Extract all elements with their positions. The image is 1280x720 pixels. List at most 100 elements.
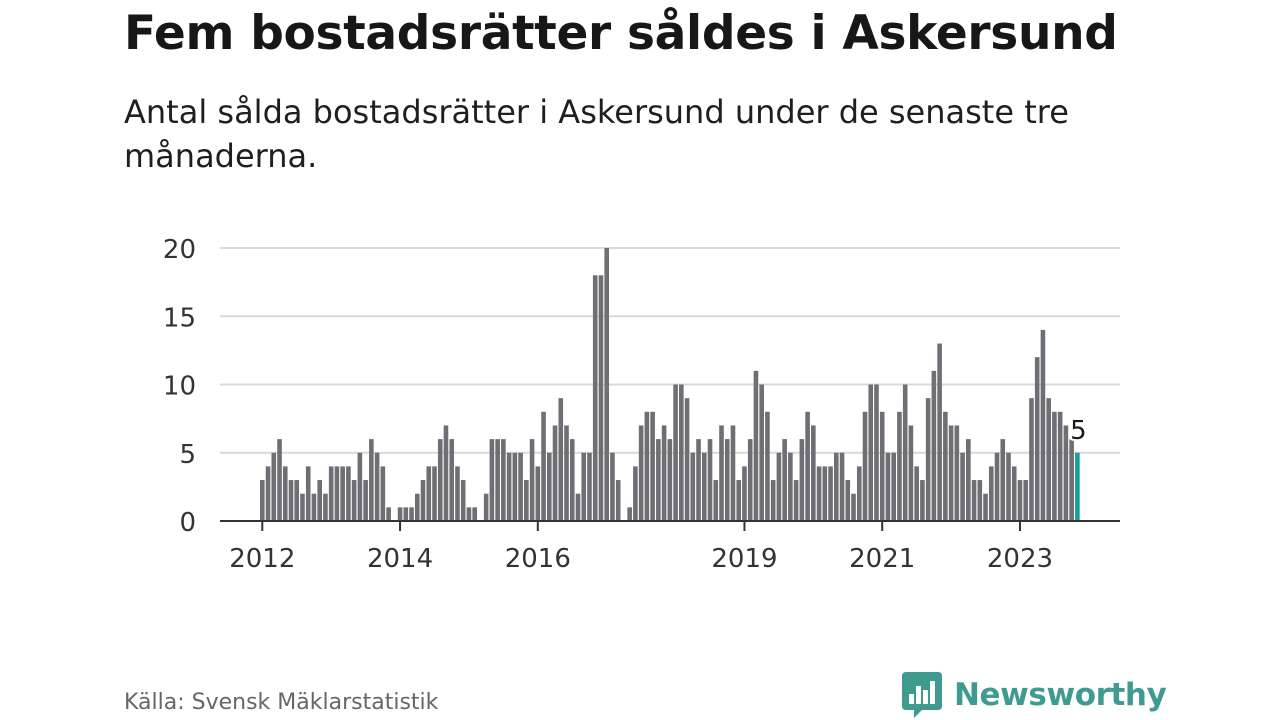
newsworthy-logo: Newsworthy (902, 672, 1167, 718)
bar (713, 480, 719, 521)
bar (701, 452, 707, 521)
bar (874, 384, 879, 521)
y-tick-label: 5 (179, 440, 196, 470)
bar (311, 493, 317, 521)
bar (966, 439, 971, 521)
bar (902, 384, 908, 521)
bar (1046, 398, 1051, 521)
bar (541, 411, 546, 521)
bar (397, 507, 403, 521)
bar (690, 452, 696, 521)
bar (328, 466, 334, 521)
bar (736, 480, 742, 521)
bar (811, 425, 816, 521)
bar (856, 466, 862, 521)
bar (644, 411, 650, 521)
bar (271, 452, 277, 521)
bar (277, 439, 282, 521)
bar (816, 466, 822, 521)
bar (564, 425, 569, 521)
bar (747, 439, 753, 521)
bar (868, 384, 874, 521)
bar (323, 493, 328, 521)
bar (265, 466, 271, 521)
bar (759, 384, 764, 521)
bar (524, 480, 529, 521)
bar (891, 452, 896, 521)
bar (920, 480, 925, 521)
bar (610, 452, 615, 521)
chart-title: Fem bostadsrätter såldes i Askersund (124, 6, 1118, 61)
bar (575, 493, 581, 521)
bar (581, 452, 587, 521)
bar (862, 411, 868, 521)
bar (1069, 439, 1074, 521)
bar (598, 275, 604, 521)
bar (535, 466, 541, 521)
bar (260, 480, 265, 521)
bar (357, 452, 363, 521)
bar (1023, 480, 1029, 521)
bar (782, 439, 787, 521)
y-tick-label: 20 (163, 235, 196, 265)
bar (805, 411, 810, 521)
bar (724, 439, 730, 521)
bar (971, 480, 977, 521)
bar (432, 466, 437, 521)
x-tick-label: 2021 (849, 544, 915, 574)
x-tick-label: 2014 (367, 544, 433, 574)
bar (908, 425, 914, 521)
bar (529, 439, 535, 521)
bar (420, 480, 426, 521)
y-tick-label: 15 (163, 303, 196, 333)
bar (839, 452, 845, 521)
bar (569, 439, 575, 521)
bar (1011, 466, 1017, 521)
bar (374, 452, 380, 521)
bar (1000, 439, 1006, 521)
bar (483, 493, 489, 521)
bar (472, 507, 477, 521)
bar (627, 507, 632, 521)
newsworthy-logo-icon (902, 672, 942, 718)
bar (696, 439, 701, 521)
bar (386, 507, 391, 521)
bar (495, 439, 500, 521)
bar (897, 411, 902, 521)
bar (592, 275, 598, 521)
data-label: 5 (1070, 416, 1087, 446)
brand-name: Newsworthy (954, 677, 1167, 713)
y-tick-label: 0 (179, 508, 196, 538)
bar (489, 439, 495, 521)
bar (1063, 425, 1069, 521)
bar (776, 452, 782, 521)
x-tick-label: 2019 (711, 544, 777, 574)
bar (426, 466, 432, 521)
bar (1052, 411, 1057, 521)
bar (615, 480, 621, 521)
x-tick-label: 2016 (505, 544, 571, 574)
bar (742, 466, 747, 521)
bar (851, 493, 856, 521)
bar (1029, 398, 1034, 521)
bar (300, 493, 305, 521)
bar (650, 411, 655, 521)
bar (587, 452, 592, 521)
bar (501, 439, 506, 521)
bar (799, 439, 805, 521)
bar (604, 248, 609, 521)
bar (518, 452, 523, 521)
bar (925, 398, 931, 521)
bar (1040, 329, 1046, 521)
bar (765, 411, 770, 521)
bar (828, 466, 833, 521)
bar (437, 439, 443, 521)
bar (317, 480, 322, 521)
bar (719, 425, 724, 521)
bar (340, 466, 345, 521)
bar (753, 370, 759, 521)
bar (943, 411, 948, 521)
bar (460, 480, 466, 521)
bar (914, 466, 919, 521)
